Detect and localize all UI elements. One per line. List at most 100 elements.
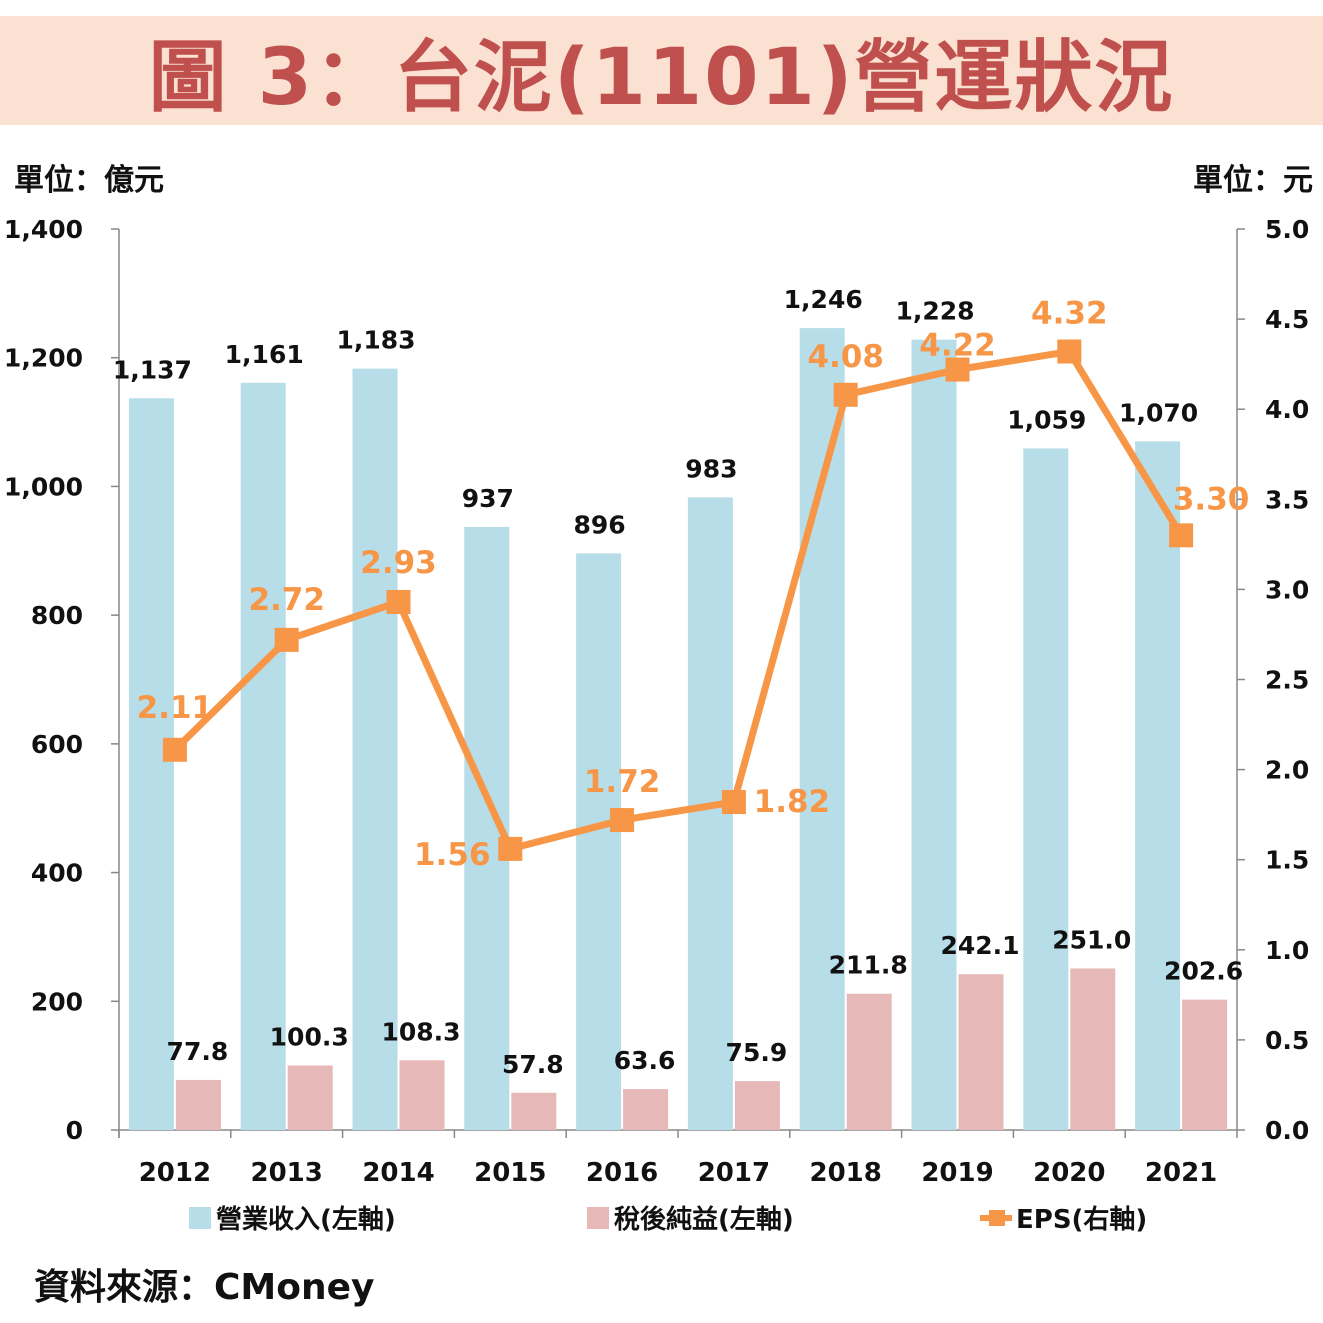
eps-marker — [1057, 339, 1082, 364]
eps-line — [172, 348, 1185, 853]
left-tick-label: 600 — [31, 730, 83, 759]
x-tick-label: 2019 — [921, 1158, 993, 1188]
chart-title: 圖 3：台泥(1101)營運狀況 — [148, 32, 1175, 123]
eps-marker — [721, 790, 746, 815]
x-tick-label: 2018 — [810, 1158, 882, 1188]
eps-marker — [833, 382, 858, 407]
net-income-data-label: 242.1 — [940, 931, 1019, 960]
revenue-data-label: 1,183 — [336, 326, 415, 355]
left-tick-label: 200 — [31, 987, 83, 1016]
revenue-bar — [128, 398, 174, 1130]
revenue-data-label: 937 — [462, 484, 514, 513]
eps-data-label: 2.11 — [137, 690, 214, 726]
net-income-bar — [1182, 999, 1228, 1130]
x-tick-label: 2020 — [1033, 1158, 1105, 1188]
title-banner: 圖 3：台泥(1101)營運狀況 — [0, 16, 1323, 125]
net-income-bar — [1070, 968, 1116, 1130]
left-tick-label: 400 — [31, 859, 83, 888]
chart-area: 0 200 400 600 800 1,000 1,200 1,400 0.0 0.5 1.0 1.5… — [4, 215, 1309, 1235]
legend-net-income-label: 稅後純益(左軸) — [614, 1204, 794, 1235]
revenue-bar — [240, 382, 286, 1130]
legend-eps-label: EPS(右軸) — [1016, 1204, 1147, 1235]
x-tick-label: 2012 — [139, 1158, 211, 1188]
eps-data-label: 4.32 — [1031, 296, 1108, 332]
revenue-bar — [352, 368, 398, 1130]
revenue-bar — [1135, 441, 1181, 1131]
net-income-bar — [175, 1079, 221, 1130]
eps-data-label: 2.72 — [248, 582, 325, 618]
eps-marker — [610, 808, 635, 833]
revenue-bar — [911, 339, 957, 1130]
net-income-data-label: 251.0 — [1052, 925, 1131, 954]
right-axis-unit: 單位：元 — [1193, 163, 1313, 198]
legend-net-income-swatch — [587, 1207, 609, 1229]
revenue-data-label: 983 — [685, 454, 737, 483]
net-income-bar — [958, 974, 1004, 1130]
net-income-bar — [734, 1081, 780, 1130]
right-tick-label: 0.0 — [1265, 1116, 1309, 1145]
net-income-bar — [399, 1060, 445, 1130]
x-tick-label: 2014 — [362, 1158, 434, 1188]
eps-data-label: 3.30 — [1173, 481, 1250, 517]
right-tick-label: 3.5 — [1265, 485, 1309, 514]
right-tick-label: 4.5 — [1265, 305, 1309, 334]
net-income-data-label: 100.3 — [270, 1022, 349, 1051]
revenue-bar — [576, 553, 622, 1130]
left-tick-label: 800 — [31, 601, 83, 630]
x-tick-label: 2016 — [586, 1158, 658, 1188]
eps-data-label: 1.72 — [584, 764, 661, 800]
revenue-bar — [799, 328, 845, 1130]
net-income-bar — [846, 993, 892, 1130]
source-note: 資料來源：CMoney — [34, 1267, 375, 1308]
left-axis-unit: 單位：億元 — [14, 163, 164, 198]
net-income-data-label: 211.8 — [829, 951, 908, 980]
right-tick-label: 4.0 — [1265, 395, 1309, 424]
eps-data-label: 4.08 — [807, 339, 884, 375]
left-tick-label: 1,400 — [4, 215, 83, 244]
eps-marker — [162, 737, 187, 762]
x-tick-label: 2013 — [251, 1158, 323, 1188]
eps-marker — [274, 627, 299, 652]
revenue-data-label: 896 — [574, 510, 626, 539]
right-tick-label: 5.0 — [1265, 215, 1309, 244]
net-income-data-label: 108.3 — [381, 1017, 460, 1046]
revenue-data-label: 1,228 — [895, 297, 974, 326]
net-income-bar — [623, 1089, 669, 1130]
legend-revenue-label: 營業收入(左軸) — [216, 1204, 396, 1235]
eps-data-label: 2.93 — [360, 545, 437, 581]
left-tick-label: 1,200 — [4, 344, 83, 373]
revenue-data-label: 1,059 — [1007, 405, 1086, 434]
eps-data-label: 1.56 — [414, 837, 491, 873]
revenue-data-label: 1,246 — [784, 285, 863, 314]
revenue-data-label: 1,137 — [113, 355, 192, 384]
x-tick-label: 2017 — [698, 1158, 770, 1188]
net-income-data-label: 202.6 — [1164, 957, 1243, 986]
right-tick-label: 2.0 — [1265, 756, 1309, 785]
x-tick-label: 2015 — [474, 1158, 546, 1188]
left-tick-label: 0 — [66, 1116, 83, 1145]
net-income-data-label: 57.8 — [502, 1050, 564, 1079]
revenue-data-label: 1,070 — [1119, 398, 1198, 427]
right-tick-label: 0.5 — [1265, 1026, 1309, 1055]
right-tick-label: 3.0 — [1265, 575, 1309, 604]
revenue-data-label: 1,161 — [225, 340, 304, 369]
eps-marker — [945, 357, 970, 382]
right-tick-label: 2.5 — [1265, 666, 1309, 695]
revenue-bar — [1023, 448, 1069, 1130]
net-income-data-label: 77.8 — [167, 1037, 229, 1066]
eps-marker — [386, 590, 411, 615]
eps-data-label: 4.22 — [919, 328, 996, 364]
left-tick-label: 1,000 — [4, 472, 83, 501]
net-income-data-label: 75.9 — [726, 1038, 788, 1067]
eps-marker — [498, 836, 523, 861]
net-income-data-label: 63.6 — [614, 1046, 676, 1075]
legend-revenue-swatch — [189, 1207, 211, 1229]
right-tick-label: 1.5 — [1265, 846, 1309, 875]
right-tick-label: 1.0 — [1265, 936, 1309, 965]
net-income-bar — [511, 1092, 557, 1130]
net-income-bar — [287, 1065, 333, 1130]
eps-data-label: 1.82 — [754, 784, 831, 820]
legend-eps-marker — [989, 1210, 1005, 1226]
eps-marker — [1169, 523, 1194, 548]
x-tick-label: 2021 — [1145, 1158, 1217, 1188]
